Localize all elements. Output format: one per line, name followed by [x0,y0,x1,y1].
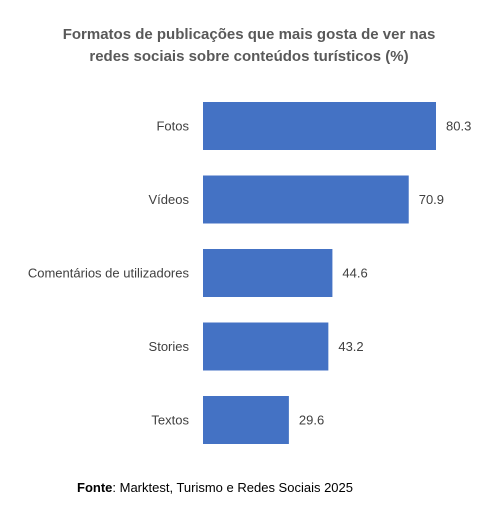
bar-2 [203,249,333,297]
source-text: : Marktest, Turismo e Redes Sociais 2025 [112,480,353,495]
bar-3 [203,322,329,371]
source-note: Fonte: Marktest, Turismo e Redes Sociais… [77,480,353,495]
value-label-4: 29.6 [299,413,324,428]
chart-title: Formatos de publicações que mais gosta d… [0,24,498,68]
chart-title-line-2: redes sociais sobre conteúdos turísticos… [89,48,409,65]
value-label-3: 43.2 [338,339,363,354]
value-label-0: 80.3 [446,119,471,134]
chart-title-line-1: Formatos de publicações que mais gosta d… [62,26,436,43]
bar-4 [203,396,289,444]
value-label-1: 70.9 [419,192,444,207]
category-label-1: Vídeos [149,192,190,207]
category-label-0: Fotos [156,119,189,134]
source-label: Fonte [77,480,113,495]
category-label-4: Textos [151,413,189,428]
value-label-2: 44.6 [342,266,367,281]
category-label-2: Comentários de utilizadores [28,266,190,281]
bar-0 [203,102,436,150]
bar-1 [203,175,409,224]
category-label-3: Stories [149,339,190,354]
